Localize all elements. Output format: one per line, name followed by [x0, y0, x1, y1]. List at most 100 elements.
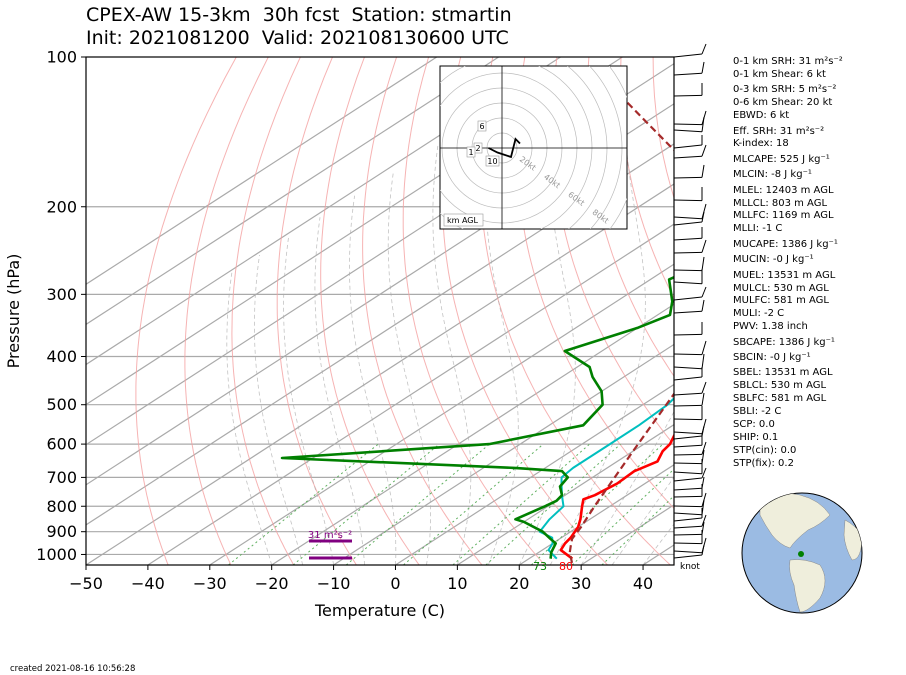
wind-barb-shaft [673, 296, 703, 301]
wind-barb [673, 286, 707, 301]
parameter-item: MLCIN: -8 J kg⁻¹ [733, 169, 812, 181]
parameter-item: SBCAPE: 1386 J kg⁻¹ [733, 336, 835, 348]
series-dewpoint [280, 275, 674, 559]
wind-barb [673, 340, 707, 356]
hodograph-height-label: 10 [487, 157, 497, 166]
wind-barb [673, 116, 705, 133]
parameter-item: SBLI: -2 C [733, 406, 782, 418]
srh-bar-label: 31 m²s⁻² [308, 530, 352, 541]
wind-barb [673, 203, 707, 220]
wind-barb [673, 418, 707, 435]
wind-barb [673, 144, 707, 159]
x-tick-label: 20 [509, 574, 529, 593]
parameter-item: 0-1 km Shear: 6 kt [733, 68, 826, 80]
wind-barb-flag [701, 286, 707, 298]
wind-barb-flag [701, 43, 707, 55]
hodograph-trace [488, 137, 521, 159]
wind-barb [673, 459, 703, 475]
wind-barb-flag [701, 441, 707, 455]
wind-barb-flag [701, 116, 705, 132]
dry-adiabat [402, 57, 546, 565]
isotherm-line [333, 343, 674, 565]
wind-barb [673, 544, 705, 559]
isotherm-line [457, 423, 674, 565]
wind-barb-shaft [673, 333, 703, 336]
parameter-item: SBLFC: 581 m AGL [733, 393, 827, 405]
wind-barb [673, 211, 705, 226]
wind-barb-shaft [673, 517, 703, 522]
chart-title-line1: CPEX-AW 15-3km 30h fcst Station: stmarti… [86, 4, 512, 26]
parameter-item: 0-3 km SRH: 5 m²s⁻² [733, 84, 837, 96]
south-america-shape [789, 559, 826, 613]
wind-barb-shaft [673, 144, 703, 149]
moist-adiabat [549, 96, 646, 565]
parameter-item: STP(fix): 0.2 [733, 457, 794, 469]
hodograph-height-box [477, 120, 487, 132]
wind-barb-shaft [673, 269, 703, 272]
wind-barb-shaft [673, 471, 703, 475]
x-tick-label: 0 [390, 574, 400, 593]
parameter-item: SCP: 0.0 [733, 419, 775, 431]
surface-temperature-label: 80 [559, 560, 573, 573]
wind-barb-flag [701, 239, 707, 253]
surface-dewpoint-label: 73 [533, 560, 547, 573]
wind-barb [673, 135, 703, 149]
wind-barb [673, 508, 703, 522]
wind-barb [673, 484, 703, 498]
y-tick-label: 700 [46, 468, 77, 487]
isotherm-line [271, 303, 674, 565]
moist-adiabat [283, 236, 334, 565]
wind-barb [673, 367, 703, 381]
hodograph-height-label: 2 [475, 144, 480, 153]
parameter-item: STP(cin): 0.0 [733, 444, 797, 456]
wind-barb-shaft [673, 176, 703, 179]
x-tick-label: 40 [633, 574, 653, 593]
isotherm-line [86, 103, 674, 486]
y-tick-label: 100 [46, 48, 77, 67]
chart-title-line2: Init: 2021081200 Valid: 202108130600 UTC [86, 27, 509, 49]
wind-barb-flag [701, 544, 705, 556]
isotherm-line [86, 57, 499, 326]
isotherm-line [209, 263, 674, 565]
mixing-ratio-line [452, 443, 590, 565]
mixing-ratio-line [292, 443, 440, 565]
hodograph-height-box [485, 155, 500, 167]
hodograph-footer: km AGL [447, 216, 479, 225]
mixing-ratio-line [571, 468, 674, 565]
mixing-ratio-line [403, 443, 544, 565]
wind-barb-flag [701, 164, 705, 178]
parameter-item: MLCAPE: 525 J kg⁻¹ [733, 153, 830, 165]
wind-barb-shaft [673, 554, 703, 559]
wind-barb [673, 521, 705, 536]
moist-adiabat [226, 271, 273, 565]
parameter-list: 0-1 km SRH: 31 m²s⁻² 0-1 km Shear: 6 kt 0-… [733, 56, 903, 471]
parameter-item: 0-1 km SRH: 31 m²s⁻² [733, 56, 843, 67]
hodograph-footer-box [443, 213, 484, 227]
plot-frame [85, 56, 675, 566]
wind-barb-shaft [673, 216, 703, 220]
wind-barb-flag [701, 299, 705, 312]
wind-barb [673, 381, 707, 396]
parameter-item: EBWD: 6 kt [733, 110, 790, 122]
wind-barb-shaft [673, 404, 703, 407]
wind-barb-flag [701, 353, 705, 369]
dry-adiabat [586, 57, 674, 377]
x-tick-label: −40 [131, 574, 165, 593]
wind-barb [673, 256, 705, 272]
dry-adiabat [479, 57, 671, 565]
dry-adiabat [231, 57, 301, 565]
wind-barb-flag [701, 340, 707, 355]
wind-barb-shaft [673, 72, 703, 76]
wind-barb [673, 434, 703, 448]
hodograph-height-label: 1 [468, 148, 473, 157]
parameter-item: MUEL: 13531 m AGL [733, 269, 836, 281]
wind-barb-shaft [673, 418, 703, 421]
wind-barb [673, 537, 707, 554]
wind-barb [673, 164, 705, 179]
wind-barb-flag [701, 381, 707, 394]
wind-barb [673, 322, 703, 336]
wind-barb-shaft [673, 542, 703, 545]
dry-adiabat [362, 57, 483, 565]
wind-barb-flag [701, 467, 707, 479]
wind-barb [673, 110, 707, 126]
